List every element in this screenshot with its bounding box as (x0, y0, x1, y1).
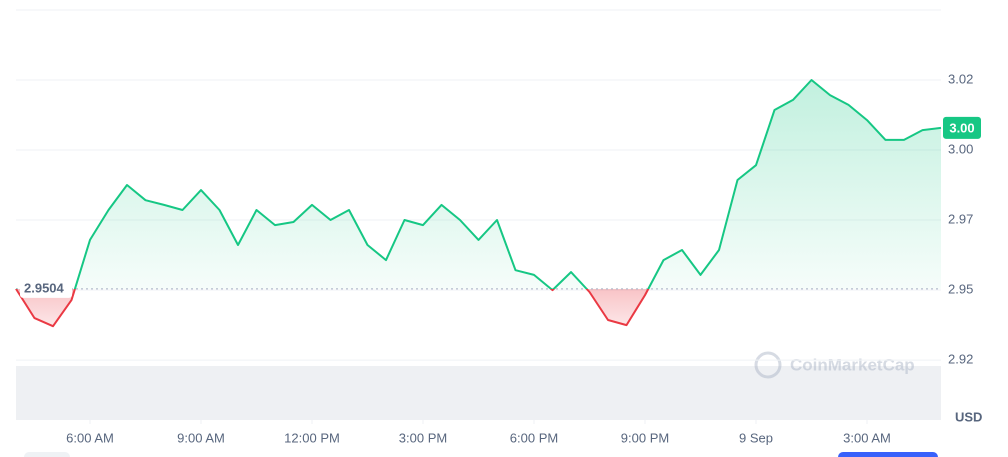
x-tick-label: 9:00 AM (177, 430, 225, 445)
y-tick-label: 3.02 (948, 71, 973, 86)
watermark-logo (754, 351, 782, 379)
volume-band (16, 366, 941, 420)
button-stub[interactable] (838, 452, 938, 457)
price-line (15, 79, 942, 328)
baseline-label-bg (20, 279, 72, 298)
area-fill (16, 80, 941, 327)
y-axis-label: USD (955, 409, 982, 424)
last-price-tag (943, 116, 981, 139)
watermark-text: CoinMarketCap (790, 355, 915, 374)
y-tick-label: 3.00 (948, 141, 973, 156)
last-price-label: 3.00 (949, 120, 974, 135)
x-tick-label: 12:00 PM (284, 430, 340, 445)
x-tick-label: 3:00 AM (843, 430, 891, 445)
x-tick-label: 6:00 AM (66, 430, 114, 445)
y-tick-label: 2.95 (948, 281, 973, 296)
x-tick-label: 9 Sep (739, 430, 773, 445)
x-tick-label: 6:00 PM (510, 430, 558, 445)
x-tick-label: 3:00 PM (399, 430, 447, 445)
y-tick-label: 2.92 (948, 352, 973, 367)
button-stub[interactable] (24, 452, 70, 457)
y-tick-label: 2.97 (948, 211, 973, 226)
x-tick-label: 9:00 PM (621, 430, 669, 445)
baseline-label: 2.9504 (24, 280, 65, 295)
